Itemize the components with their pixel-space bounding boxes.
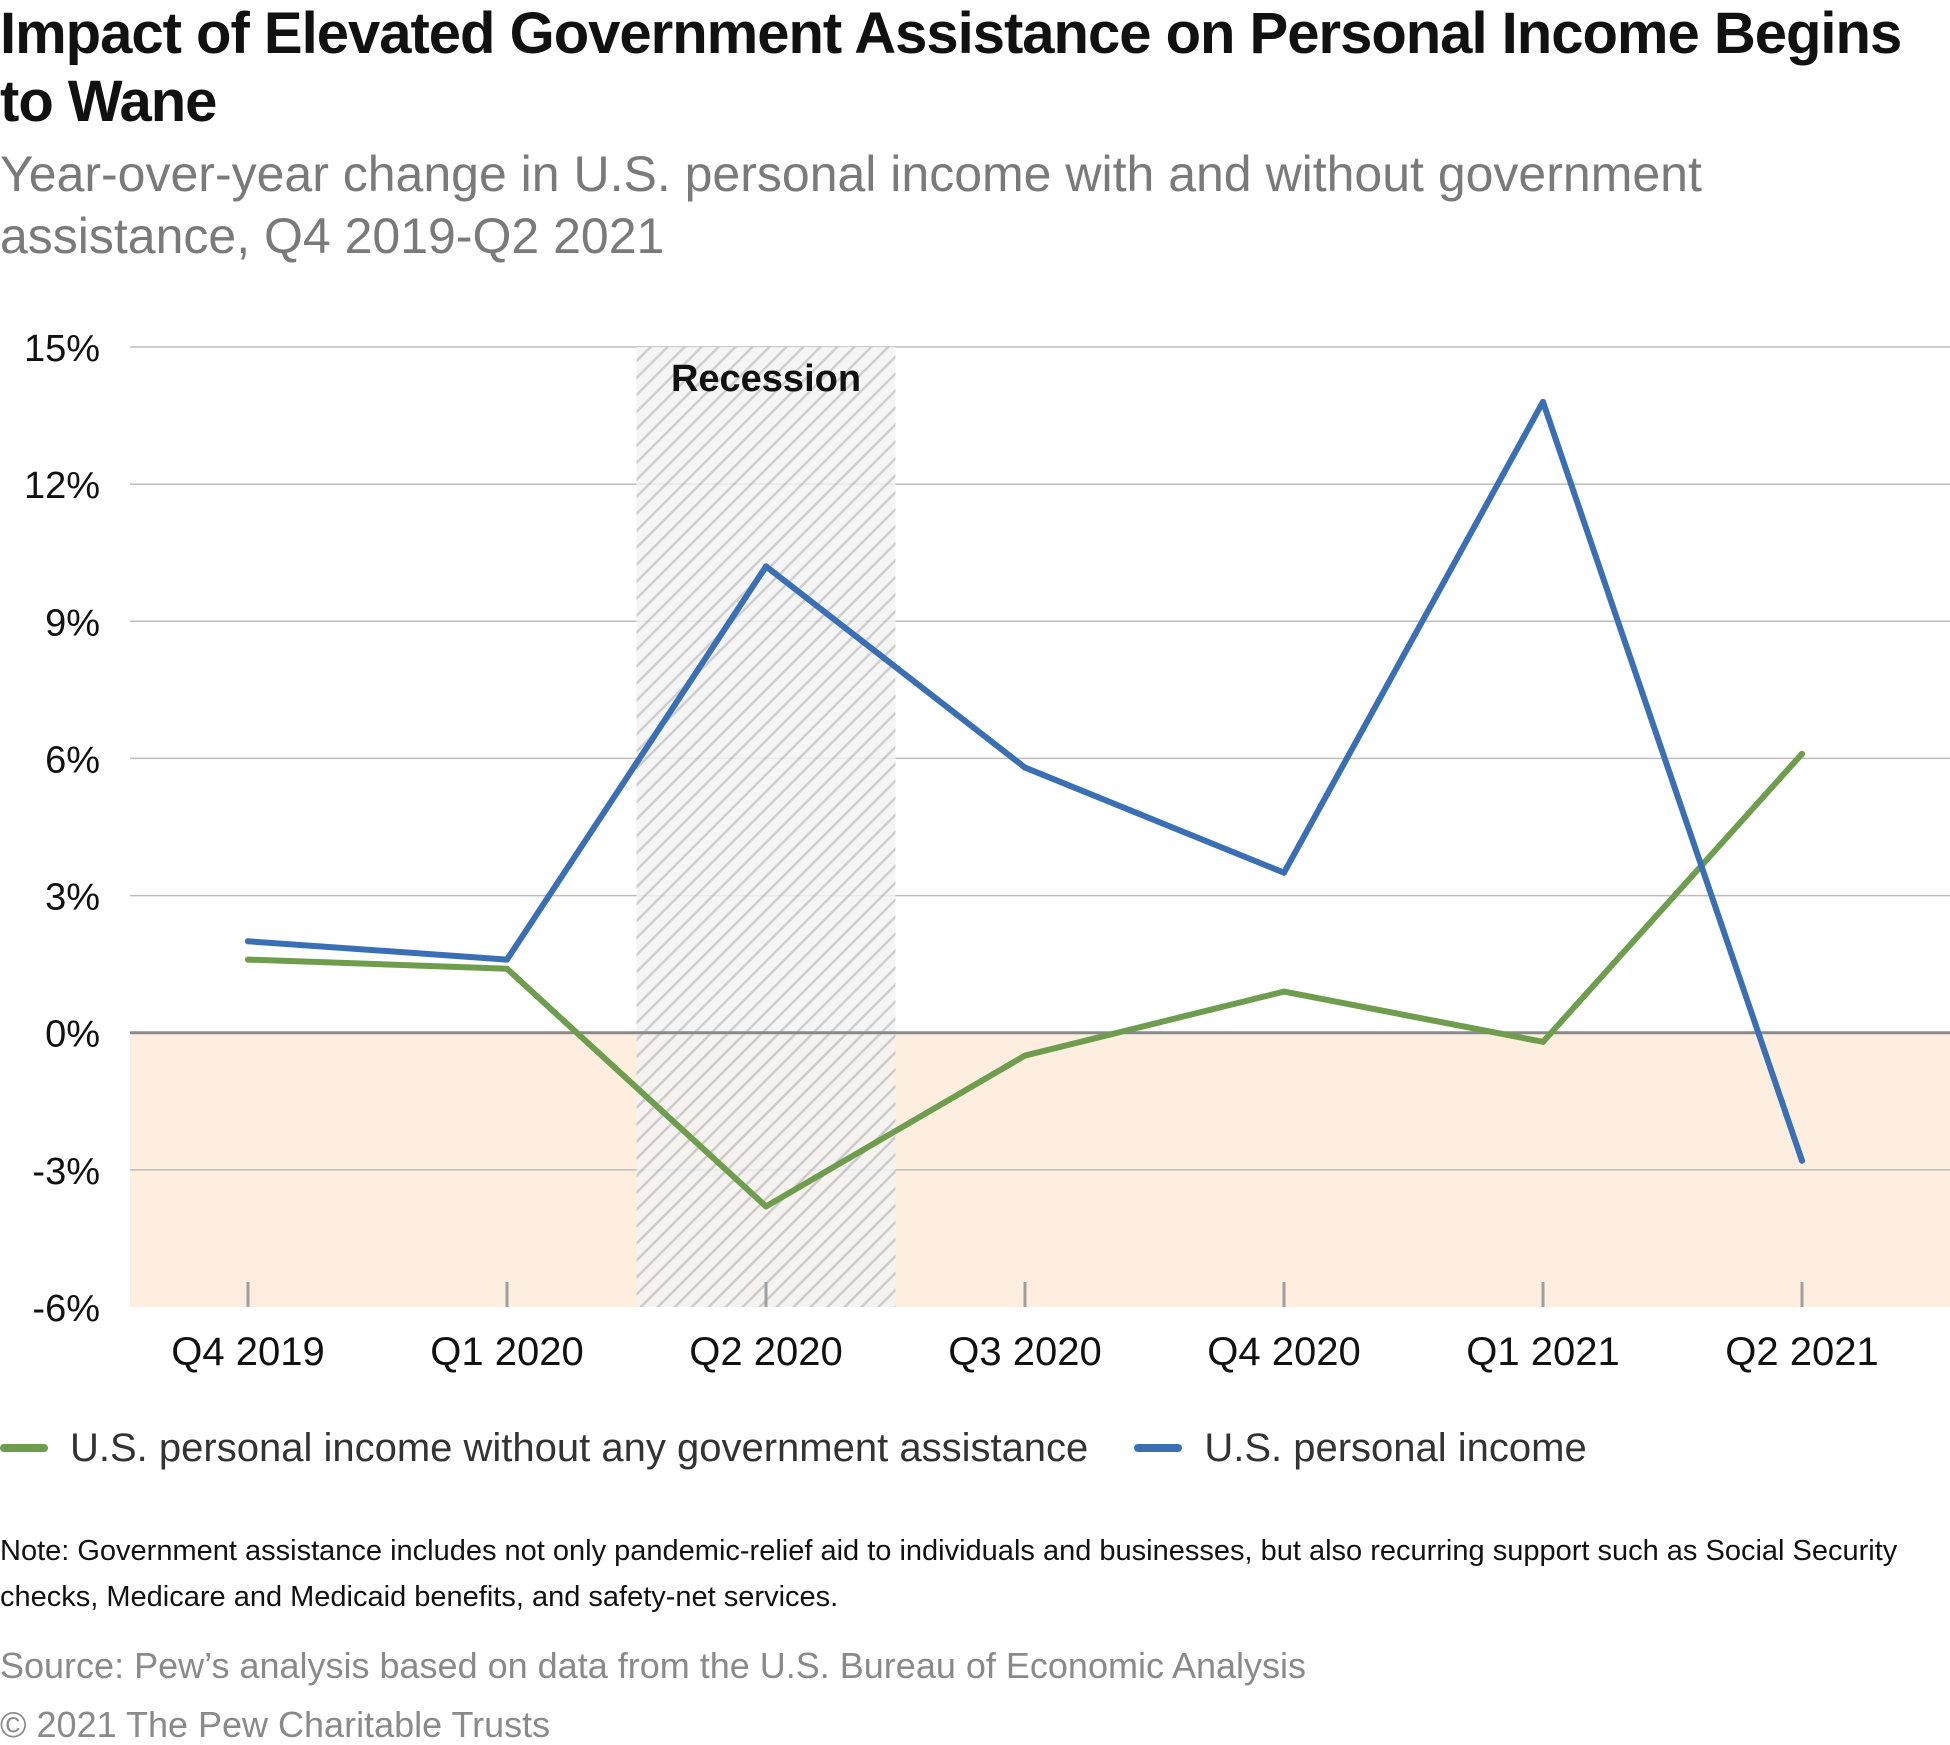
data-point-without-assistance xyxy=(1540,1038,1546,1045)
data-point-personal-income xyxy=(1022,764,1028,771)
x-tick-label: Q2 2020 xyxy=(689,1330,842,1374)
y-tick-label: 3% xyxy=(45,877,100,919)
x-tick-label: Q3 2020 xyxy=(948,1330,1101,1374)
data-point-personal-income xyxy=(504,956,510,963)
x-tick-label: Q4 2019 xyxy=(171,1330,324,1374)
chart-title: Impact of Elevated Government Assistance… xyxy=(0,1,1902,134)
data-point-personal-income xyxy=(1540,398,1546,405)
y-tick-label: -6% xyxy=(32,1288,100,1330)
data-point-without-assistance xyxy=(1022,1052,1028,1059)
data-point-without-assistance xyxy=(763,1203,769,1210)
chart-note: Note: Government assistance includes not… xyxy=(0,1535,1898,1613)
legend: U.S. personal income without any governm… xyxy=(0,1418,1633,1478)
recession-band-fill xyxy=(636,347,896,1307)
x-tick-label: Q4 2020 xyxy=(1207,1330,1360,1374)
legend-label-without-assistance: U.S. personal income without any governm… xyxy=(70,1425,1089,1470)
recession-label: Recession xyxy=(671,358,861,400)
chart-subtitle: Year-over-year change in U.S. personal i… xyxy=(0,146,1702,264)
legend-label-personal-income: U.S. personal income xyxy=(1204,1425,1587,1470)
y-tick-label: 15% xyxy=(24,328,100,370)
legend-swatch-green xyxy=(0,1444,48,1452)
y-tick-label: 9% xyxy=(45,602,100,644)
line-chart: Recession 15% 12% 9% 6% 3% 0% -3% -6% Q4 2019 Q1… xyxy=(24,328,1950,1374)
data-point-without-assistance xyxy=(504,965,510,972)
y-axis-labels: 15% 12% 9% 6% 3% 0% -3% -6% xyxy=(24,328,100,1330)
x-axis-ticks xyxy=(246,1282,1804,1307)
x-axis-labels: Q4 2019 Q1 2020 Q2 2020 Q3 2020 Q4 2020 Q1 20… xyxy=(171,1330,1878,1374)
x-tick-label: Q1 2020 xyxy=(430,1330,583,1374)
x-tick-label: Q2 2021 xyxy=(1725,1330,1878,1374)
data-point-without-assistance xyxy=(1799,750,1805,757)
copyright: © 2021 The Pew Charitable Trusts xyxy=(0,1704,551,1745)
legend-swatch-blue xyxy=(1134,1444,1183,1452)
legend-item-without-assistance: U.S. personal income without any governm… xyxy=(0,1426,1088,1471)
x-tick-label: Q1 2021 xyxy=(1466,1330,1619,1374)
data-point-without-assistance xyxy=(1281,988,1287,995)
legend-item-personal-income: U.S. personal income xyxy=(1134,1425,1587,1471)
chart-source: Source: Pew’s analysis based on data fro… xyxy=(0,1645,1307,1686)
data-point-personal-income xyxy=(1281,869,1287,876)
y-tick-label: 0% xyxy=(45,1014,100,1056)
data-point-without-assistance xyxy=(245,956,251,963)
data-point-personal-income xyxy=(763,563,769,570)
recession-band: Recession xyxy=(636,347,896,1307)
data-point-personal-income xyxy=(245,938,251,945)
series-lines xyxy=(245,398,1805,1210)
y-tick-label: 12% xyxy=(24,465,100,507)
gridlines xyxy=(130,346,1950,1171)
y-tick-label: 6% xyxy=(45,739,100,781)
data-point-personal-income xyxy=(1799,1157,1805,1164)
y-tick-label: -3% xyxy=(32,1151,100,1193)
